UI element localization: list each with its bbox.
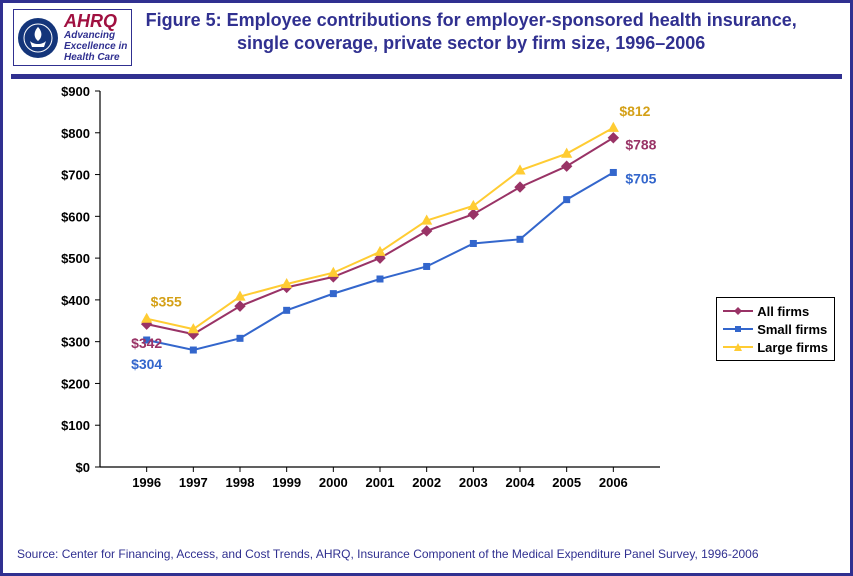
ahrq-tagline-1: Advancing bbox=[64, 30, 127, 41]
legend: All firms Small firms Large firms bbox=[716, 297, 835, 361]
svg-text:$200: $200 bbox=[61, 376, 90, 391]
figure-container: AHRQ Advancing Excellence in Health Care… bbox=[0, 0, 853, 576]
svg-text:$300: $300 bbox=[61, 335, 90, 350]
svg-text:2001: 2001 bbox=[366, 475, 395, 490]
legend-marker-small-firms bbox=[723, 323, 753, 335]
legend-label-all-firms: All firms bbox=[757, 304, 809, 319]
svg-text:1998: 1998 bbox=[226, 475, 255, 490]
svg-text:$788: $788 bbox=[625, 136, 656, 152]
svg-text:$400: $400 bbox=[61, 293, 90, 308]
svg-text:1997: 1997 bbox=[179, 475, 208, 490]
ahrq-text: AHRQ Advancing Excellence in Health Care bbox=[64, 12, 127, 63]
svg-text:2004: 2004 bbox=[506, 475, 536, 490]
svg-text:$900: $900 bbox=[61, 84, 90, 99]
svg-text:1996: 1996 bbox=[132, 475, 161, 490]
svg-text:$812: $812 bbox=[619, 103, 650, 119]
svg-text:$304: $304 bbox=[131, 356, 162, 372]
line-chart: $0 $100 $200 $300 $400 $500 $600 $700 $800 $900 19… bbox=[10, 79, 843, 509]
figure-title: Figure 5: Employee contributions for emp… bbox=[132, 9, 840, 54]
legend-item-large-firms: Large firms bbox=[723, 338, 828, 356]
source-citation: Source: Center for Financing, Access, an… bbox=[17, 547, 759, 561]
legend-item-small-firms: Small firms bbox=[723, 320, 828, 338]
svg-text:2002: 2002 bbox=[412, 475, 441, 490]
svg-text:2006: 2006 bbox=[599, 475, 628, 490]
ahrq-tagline-3: Health Care bbox=[64, 52, 127, 63]
header: AHRQ Advancing Excellence in Health Care… bbox=[3, 3, 850, 70]
svg-text:$600: $600 bbox=[61, 209, 90, 224]
ahrq-brand: AHRQ bbox=[64, 12, 127, 30]
svg-text:1999: 1999 bbox=[272, 475, 301, 490]
legend-item-all-firms: All firms bbox=[723, 302, 828, 320]
logo-box: AHRQ Advancing Excellence in Health Care bbox=[13, 9, 132, 66]
hhs-seal-icon bbox=[18, 18, 58, 58]
svg-text:$800: $800 bbox=[61, 126, 90, 141]
svg-text:2000: 2000 bbox=[319, 475, 348, 490]
svg-text:$700: $700 bbox=[61, 168, 90, 183]
legend-marker-large-firms bbox=[723, 341, 753, 353]
legend-label-large-firms: Large firms bbox=[757, 340, 828, 355]
svg-text:$100: $100 bbox=[61, 418, 90, 433]
svg-text:$342: $342 bbox=[131, 335, 162, 351]
legend-label-small-firms: Small firms bbox=[757, 322, 827, 337]
chart-area: $0 $100 $200 $300 $400 $500 $600 $700 $800 $900 19… bbox=[10, 79, 843, 509]
legend-marker-all-firms bbox=[723, 305, 753, 317]
svg-text:$355: $355 bbox=[151, 294, 182, 310]
svg-text:2005: 2005 bbox=[552, 475, 581, 490]
svg-text:$705: $705 bbox=[625, 171, 656, 187]
svg-text:$0: $0 bbox=[76, 460, 90, 475]
ahrq-tagline-2: Excellence in bbox=[64, 41, 127, 52]
svg-text:$500: $500 bbox=[61, 251, 90, 266]
svg-text:2003: 2003 bbox=[459, 475, 488, 490]
